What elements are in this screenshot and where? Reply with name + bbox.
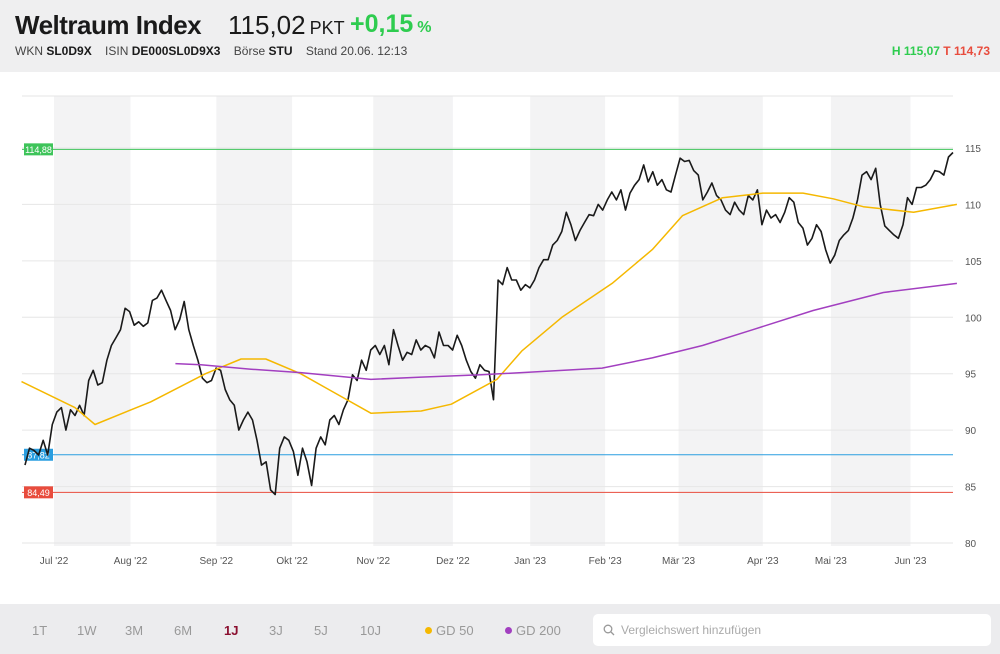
wkn: SL0D9X [46, 44, 92, 58]
x-tick-label: Feb '23 [589, 556, 622, 567]
search-icon [603, 624, 615, 636]
month-band [216, 96, 293, 546]
range-1J[interactable]: 1J [224, 623, 239, 638]
x-tick-label: Dez '22 [436, 556, 470, 567]
series-gd-50 [21, 192, 958, 426]
reference-badge [24, 143, 53, 156]
y-tick-label: 105 [965, 257, 982, 268]
x-tick-label: Okt '22 [276, 556, 308, 567]
boerse-label: Börse [233, 44, 266, 58]
meta-info: WKN SL0D9X ISIN DE000SL0D9X3 Börse STU S… [15, 44, 407, 58]
day-high: H 115,07 [891, 44, 940, 58]
boerse: STU [268, 44, 293, 58]
range-5J[interactable]: 5J [314, 623, 328, 638]
x-tick-label: Mai '23 [815, 556, 847, 567]
x-tick-label: Nov '22 [356, 556, 390, 567]
legend-label: GD 50 [436, 623, 474, 638]
high-low: H 115,07 T 114,73 [892, 44, 990, 58]
day-low: T 114,73 [943, 44, 990, 58]
reference-label: 114,88 [25, 145, 52, 155]
y-tick-label: 110 [965, 200, 981, 211]
stand: Stand 20.06. 12:13 [305, 44, 408, 58]
x-tick-label: Aug '22 [114, 556, 148, 567]
y-tick-label: 90 [965, 426, 977, 437]
x-tick-label: Apr '23 [747, 556, 779, 567]
range-1T[interactable]: 1T [32, 623, 48, 638]
search-placeholder: Vergleichswert hinzufügen [621, 623, 762, 637]
x-tick-label: Jul '22 [40, 556, 69, 567]
x-tick-label: Jan '23 [514, 556, 546, 567]
range-6M[interactable]: 6M [174, 623, 193, 638]
reference-label: 84,49 [27, 488, 50, 498]
isin-label: ISIN [105, 44, 129, 58]
range-1W[interactable]: 1W [77, 623, 97, 638]
range-3J[interactable]: 3J [269, 623, 283, 638]
legend-gd200[interactable]: GD 200 [505, 623, 561, 638]
y-tick-label: 115 [965, 144, 981, 155]
price: 115,02 PKT [228, 10, 345, 41]
x-tick-label: Jun '23 [895, 556, 927, 567]
legend-gd50[interactable]: GD 50 [425, 623, 474, 638]
y-tick-label: 85 [965, 483, 977, 494]
month-band [54, 96, 131, 546]
price-chart[interactable]: 80 85 90 95 100 105 110 115 Jul '22 Aug '22 Sep '2… [0, 72, 1000, 604]
legend-dot-icon [425, 627, 432, 634]
month-band [830, 96, 911, 546]
y-tick-label: 95 [965, 370, 977, 381]
range-3M[interactable]: 3M [125, 623, 144, 638]
y-tick-label: 100 [965, 313, 982, 324]
x-tick-label: Sep '22 [200, 556, 234, 567]
month-band [678, 96, 763, 546]
isin: DE000SL0D9X3 [131, 44, 221, 58]
y-tick-label: 80 [965, 539, 977, 550]
reference-badge [24, 486, 53, 499]
x-tick-label: Mär '23 [662, 556, 695, 567]
change: +0,15% [350, 10, 432, 39]
footer: 1T 1W 3M 6M 1J 3J 5J 10J GD 50 GD 200 Vergleichs… [0, 604, 1000, 654]
header: Weltraum Index 115,02 PKT +0,15% WKN SL0D… [0, 0, 1000, 72]
month-band [373, 96, 453, 546]
price-unit: PKT [309, 18, 345, 38]
wkn-label: WKN [15, 44, 43, 58]
change-value: +0,15 [350, 10, 414, 38]
range-10J[interactable]: 10J [360, 623, 381, 638]
compare-search-input[interactable]: Vergleichswert hinzufügen [593, 614, 991, 646]
month-band [530, 96, 606, 546]
series-weltraum-index [24, 151, 954, 496]
page-title: Weltraum Index [15, 10, 202, 40]
legend-label: GD 200 [516, 623, 561, 638]
series-gd-200 [175, 282, 957, 381]
legend-dot-icon [505, 627, 512, 634]
price-value: 115,02 [228, 10, 306, 40]
change-unit: % [417, 19, 432, 36]
